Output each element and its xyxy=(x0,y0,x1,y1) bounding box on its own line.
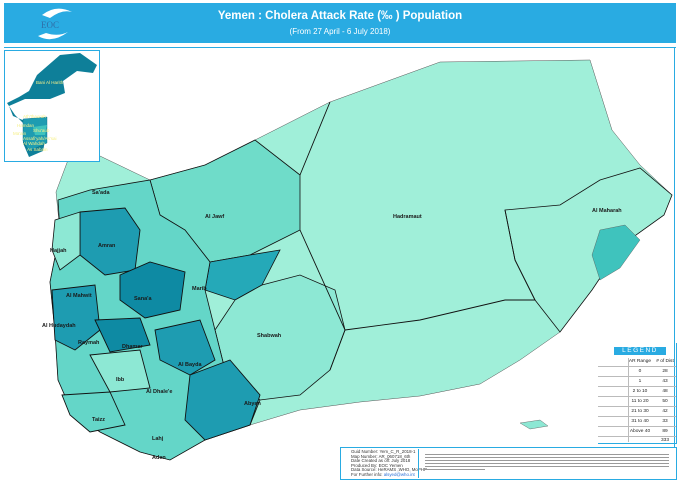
further-info-label: For Further info: xyxy=(351,471,383,477)
region-hajjah xyxy=(51,211,81,271)
header-banner: EOC Yemen : Cholera Attack Rate (‰ ) Pop… xyxy=(4,3,676,43)
disclaimer-line xyxy=(425,460,669,462)
inset-map-svg: Bani Al Harith Ath'thaorah Hamdan Shu'au… xyxy=(7,53,97,157)
legend-row: 0 28 xyxy=(598,367,676,377)
legend-count: 33 xyxy=(662,419,668,424)
label-sanaa: Sana'a xyxy=(134,296,152,302)
socotra-island xyxy=(519,419,549,430)
disclaimer-line xyxy=(425,466,669,468)
region-taizz xyxy=(61,391,126,433)
label-al-bayda: Al Bayda xyxy=(178,362,202,368)
disclaimer-block xyxy=(418,449,675,478)
legend-row: 31 to 40 33 xyxy=(598,417,676,427)
guid-number: Guid Number: Yem_C_R_2018-1 xyxy=(351,449,416,454)
legend-title: LEGEND xyxy=(614,347,666,355)
eoc-logo: EOC xyxy=(38,8,72,40)
svg-text:EOC: EOC xyxy=(41,20,59,30)
produced-by: Produced By: EOC Yemen xyxy=(351,462,403,468)
legend-count: 50 xyxy=(662,399,668,404)
map-subtitle: (From 27 April - 6 July 2018) xyxy=(289,27,391,36)
inset-label: Ath'thaorah xyxy=(23,114,46,119)
inset-label: Al Wahdah xyxy=(23,141,45,146)
legend-row: 11 to 20 50 xyxy=(598,397,676,407)
map-info-box: Guid Number: Yem_C_R_2018-1 Map Number: … xyxy=(340,447,677,480)
data-source: Data Source: HeRAMS ,WHO, MoPHP xyxy=(351,467,427,473)
legend-count: 48 xyxy=(662,389,668,394)
legend-row: Above 40 89 xyxy=(598,427,676,437)
label-amran: Amran xyxy=(98,243,116,249)
label-al-mahwit: Al Mahwit xyxy=(66,293,92,299)
legend-range: 0 xyxy=(638,369,642,374)
label-hajjah: Hajjah xyxy=(50,248,67,254)
label-hadramaut: Hadramaut xyxy=(393,214,422,220)
disclaimer-line xyxy=(425,454,669,456)
legend: LEGEND AR Range # of Dist 0 28 1 43 2 to 1… xyxy=(598,343,677,444)
label-taizz: Taizz xyxy=(92,417,105,423)
inset-map-sanaa-city: Bani Al Harith Ath'thaorah Hamdan Shu'au… xyxy=(4,50,100,162)
legend-range: 1 xyxy=(638,379,642,384)
legend-total-row: 333 xyxy=(598,436,676,445)
inset-label: Assafi'yah/As'sai xyxy=(23,136,56,141)
legend-col-count: # of Dist xyxy=(656,359,674,364)
legend-range: 2 to 10 xyxy=(632,389,648,394)
inset-label: Ma'ain xyxy=(13,131,27,136)
region-dhamar xyxy=(94,317,151,353)
label-abyan: Abyan xyxy=(244,401,261,407)
map-metadata: Guid Number: Yem_C_R_2018-1 Map Number: … xyxy=(351,449,427,478)
legend-header: AR Range # of Dist xyxy=(598,357,676,367)
boundary-hadramaut xyxy=(299,101,536,371)
legend-col-range: AR Range xyxy=(628,359,652,364)
divider xyxy=(4,47,676,48)
disclaimer-line xyxy=(425,469,485,471)
disclaimer-line xyxy=(425,463,669,465)
legend-row: 1 43 xyxy=(598,377,676,387)
date-created: Date Created as off: July 2018 xyxy=(351,458,411,464)
label-aden: Aden xyxy=(152,455,166,461)
legend-range: 21 to 30 xyxy=(631,409,649,414)
legend-row: 21 to 30 42 xyxy=(598,407,676,417)
map-number: Map Number: AR_060718_6th xyxy=(351,453,411,459)
region-abyan xyxy=(184,359,261,441)
inset-label: Hamdan xyxy=(17,123,35,128)
legend-row: 2 to 10 48 xyxy=(598,387,676,397)
region-hudaydah xyxy=(51,284,101,351)
label-al-maharah: Al Maharah xyxy=(592,208,622,214)
legend-range: Above 40 xyxy=(629,429,651,434)
map-frame xyxy=(4,48,675,478)
inset-label: As Sabain xyxy=(27,147,48,152)
region-maharah-district xyxy=(591,224,641,281)
legend-range: 11 to 20 xyxy=(631,399,649,404)
label-dhamar: Dhamar xyxy=(122,344,143,350)
disclaimer-line xyxy=(425,457,669,459)
region-ibb xyxy=(89,349,151,393)
legend-count: 42 xyxy=(662,409,668,414)
legend-count: 28 xyxy=(662,369,668,374)
label-lahj: Lahj xyxy=(152,436,164,442)
label-raymah: Raymah xyxy=(78,340,100,346)
label-al-jawf: Al Jawf xyxy=(205,214,224,220)
inset-label: Shu'aub xyxy=(33,128,50,133)
legend-count: 89 xyxy=(662,429,668,434)
label-marib: Marib xyxy=(192,286,207,292)
legend-range: 31 to 40 xyxy=(631,419,649,424)
label-al-dhalee: Al Dhale'e xyxy=(146,389,172,395)
label-al-hudaydah: Al Hudaydah xyxy=(42,323,76,329)
legend-divider xyxy=(628,358,629,442)
region-al-bayda xyxy=(154,319,216,376)
label-ibb: Ibb xyxy=(116,377,125,383)
legend-total: 333 xyxy=(660,438,669,443)
inset-label: Bani Al Harith xyxy=(36,80,64,85)
further-info-link[interactable]: alsyed@who.int xyxy=(383,471,415,477)
label-saada: Sa'ada xyxy=(92,190,110,196)
legend-count: 43 xyxy=(662,379,668,384)
further-info: For Further info: alsyed@who.int xyxy=(351,471,427,478)
label-shabwah: Shabwah xyxy=(257,333,282,339)
region-sanaa xyxy=(119,261,186,319)
map-title: Yemen : Cholera Attack Rate (‰ ) Populat… xyxy=(217,10,463,22)
